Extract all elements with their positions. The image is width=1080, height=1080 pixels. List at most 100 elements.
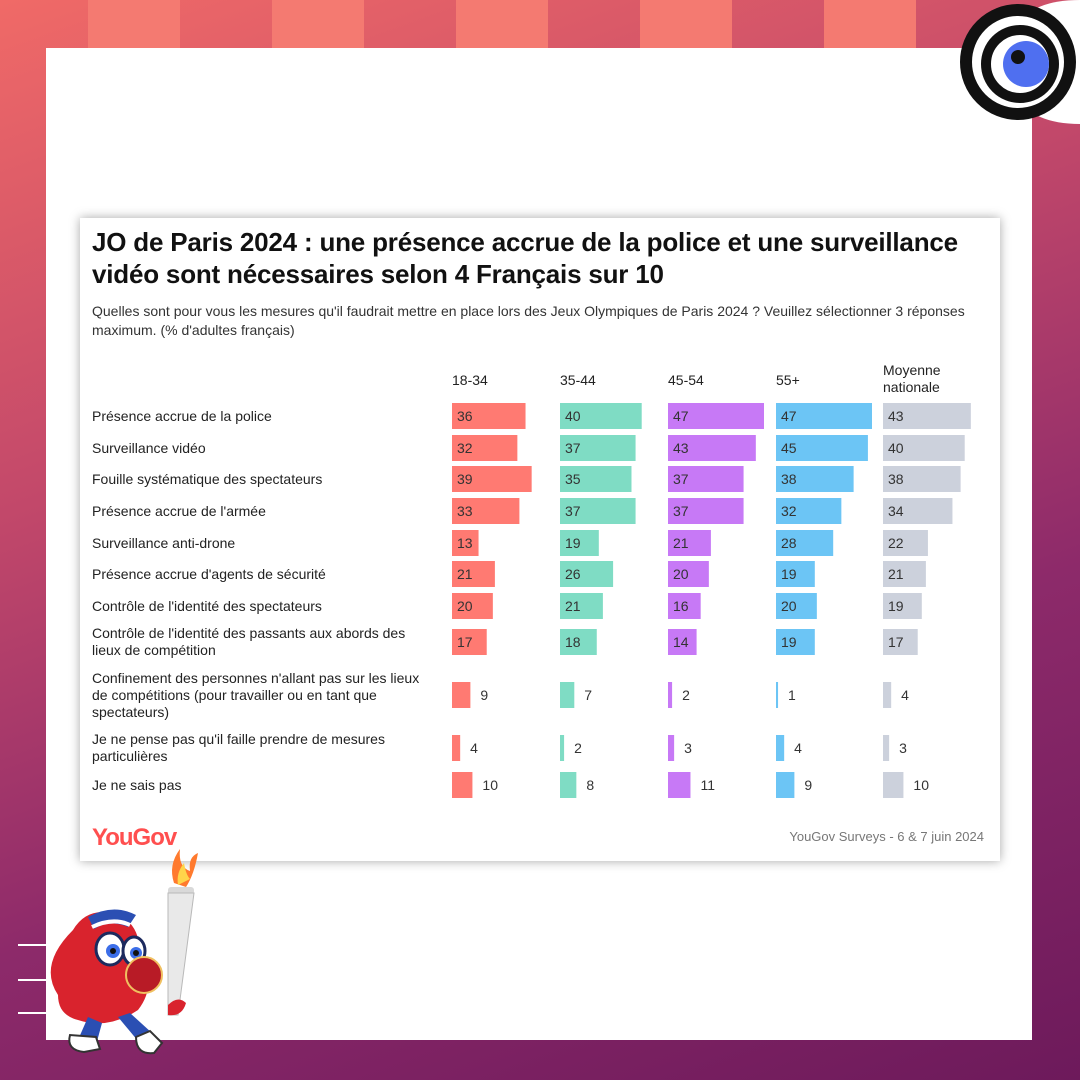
data-label: 47 — [673, 408, 689, 424]
data-label: 21 — [457, 566, 473, 582]
bar — [776, 593, 817, 619]
bar — [452, 682, 471, 708]
bar — [883, 682, 892, 708]
data-label: 19 — [565, 535, 581, 551]
data-label: 8 — [586, 777, 595, 793]
bar-chart — [452, 403, 971, 798]
bar — [776, 772, 795, 798]
top-stripes — [0, 0, 1080, 48]
row-label: Présence accrue de l'armée — [92, 502, 266, 519]
data-label: 9 — [804, 777, 813, 793]
bar — [452, 629, 487, 655]
data-label: 4 — [794, 740, 802, 756]
data-label: 16 — [673, 598, 689, 614]
data-label: 34 — [888, 503, 904, 519]
bar — [776, 435, 868, 461]
data-label: 11 — [700, 777, 715, 793]
data-label: 22 — [888, 535, 904, 551]
bar — [883, 735, 890, 761]
bar — [452, 772, 473, 798]
column-header: 45-54 — [668, 372, 704, 388]
bar — [560, 403, 642, 429]
phryge-mascot-illustration — [18, 849, 198, 1055]
bar — [668, 735, 675, 761]
data-label: 21 — [565, 598, 581, 614]
data-label: 13 — [457, 535, 473, 551]
bar — [560, 498, 636, 524]
data-label: 2 — [574, 740, 582, 756]
bar — [668, 530, 711, 556]
data-label: 38 — [888, 471, 904, 487]
chart-card: JO de Paris 2024 : une présence accrue d… — [80, 218, 1000, 861]
data-label: 37 — [565, 440, 581, 456]
data-label: 19 — [888, 598, 904, 614]
chart-subtitle: Quelles sont pour vous les mesures qu'il… — [92, 303, 965, 338]
bar — [560, 466, 632, 492]
bar — [560, 735, 565, 761]
data-label: 33 — [457, 503, 473, 519]
bar — [560, 593, 603, 619]
bar — [452, 498, 520, 524]
data-label: 32 — [781, 503, 797, 519]
column-header: 18-34 — [452, 372, 488, 388]
data-label: 2 — [682, 687, 690, 703]
bar — [452, 561, 495, 587]
data-label: 3 — [899, 740, 907, 756]
bar — [560, 629, 597, 655]
bar — [883, 403, 971, 429]
data-label: 17 — [457, 634, 473, 650]
stripe — [456, 0, 548, 48]
data-label: 4 — [901, 687, 909, 703]
bar — [776, 682, 779, 708]
data-label: 37 — [673, 503, 689, 519]
row-label: Présence accrue d'agents de sécurité — [92, 565, 326, 582]
data-label: 10 — [482, 777, 498, 793]
data-label: 20 — [673, 566, 689, 582]
data-label: 38 — [781, 471, 797, 487]
bar — [452, 735, 461, 761]
bar — [883, 629, 918, 655]
data-label: 20 — [457, 598, 473, 614]
bar — [883, 561, 926, 587]
bar — [668, 435, 756, 461]
data-label: 28 — [781, 535, 797, 551]
bar — [668, 466, 744, 492]
stripe — [640, 0, 732, 48]
data-label: 43 — [673, 440, 689, 456]
row-label: Je ne pense pas qu'il faille prendre de … — [92, 731, 385, 764]
bar — [452, 530, 479, 556]
data-label: 37 — [673, 471, 689, 487]
yougov-logo: YouGov — [92, 824, 177, 851]
data-label: 9 — [480, 687, 489, 703]
chart-title: JO de Paris 2024 : une présence accrue d… — [92, 227, 958, 289]
data-label: 32 — [457, 440, 473, 456]
bar — [776, 735, 785, 761]
row-label: Contrôle de l'identité des passants aux … — [92, 625, 406, 658]
data-label: 43 — [888, 408, 904, 424]
column-header: Moyenne nationale — [883, 362, 941, 395]
bar — [560, 772, 577, 798]
source-note: YouGov Surveys - 6 & 7 juin 2024 — [789, 829, 984, 844]
data-label: 40 — [565, 408, 581, 424]
stripe — [88, 0, 180, 48]
row-label: Surveillance anti-drone — [92, 534, 236, 551]
bar — [883, 772, 904, 798]
bar — [668, 593, 701, 619]
data-label: 40 — [888, 440, 904, 456]
data-label: 4 — [470, 740, 478, 756]
data-label: 18 — [565, 634, 581, 650]
bar — [776, 561, 815, 587]
bar — [668, 561, 709, 587]
row-label: Surveillance vidéo — [92, 439, 206, 456]
bar — [668, 403, 764, 429]
data-label: 47 — [781, 408, 797, 424]
bar — [776, 629, 815, 655]
bar — [452, 435, 518, 461]
data-label: 21 — [673, 535, 689, 551]
data-label: 3 — [684, 740, 692, 756]
data-label: 26 — [565, 566, 581, 582]
data-label: 19 — [781, 634, 797, 650]
data-label: 10 — [913, 777, 929, 793]
bar — [776, 466, 854, 492]
column-header: 35-44 — [560, 372, 596, 388]
